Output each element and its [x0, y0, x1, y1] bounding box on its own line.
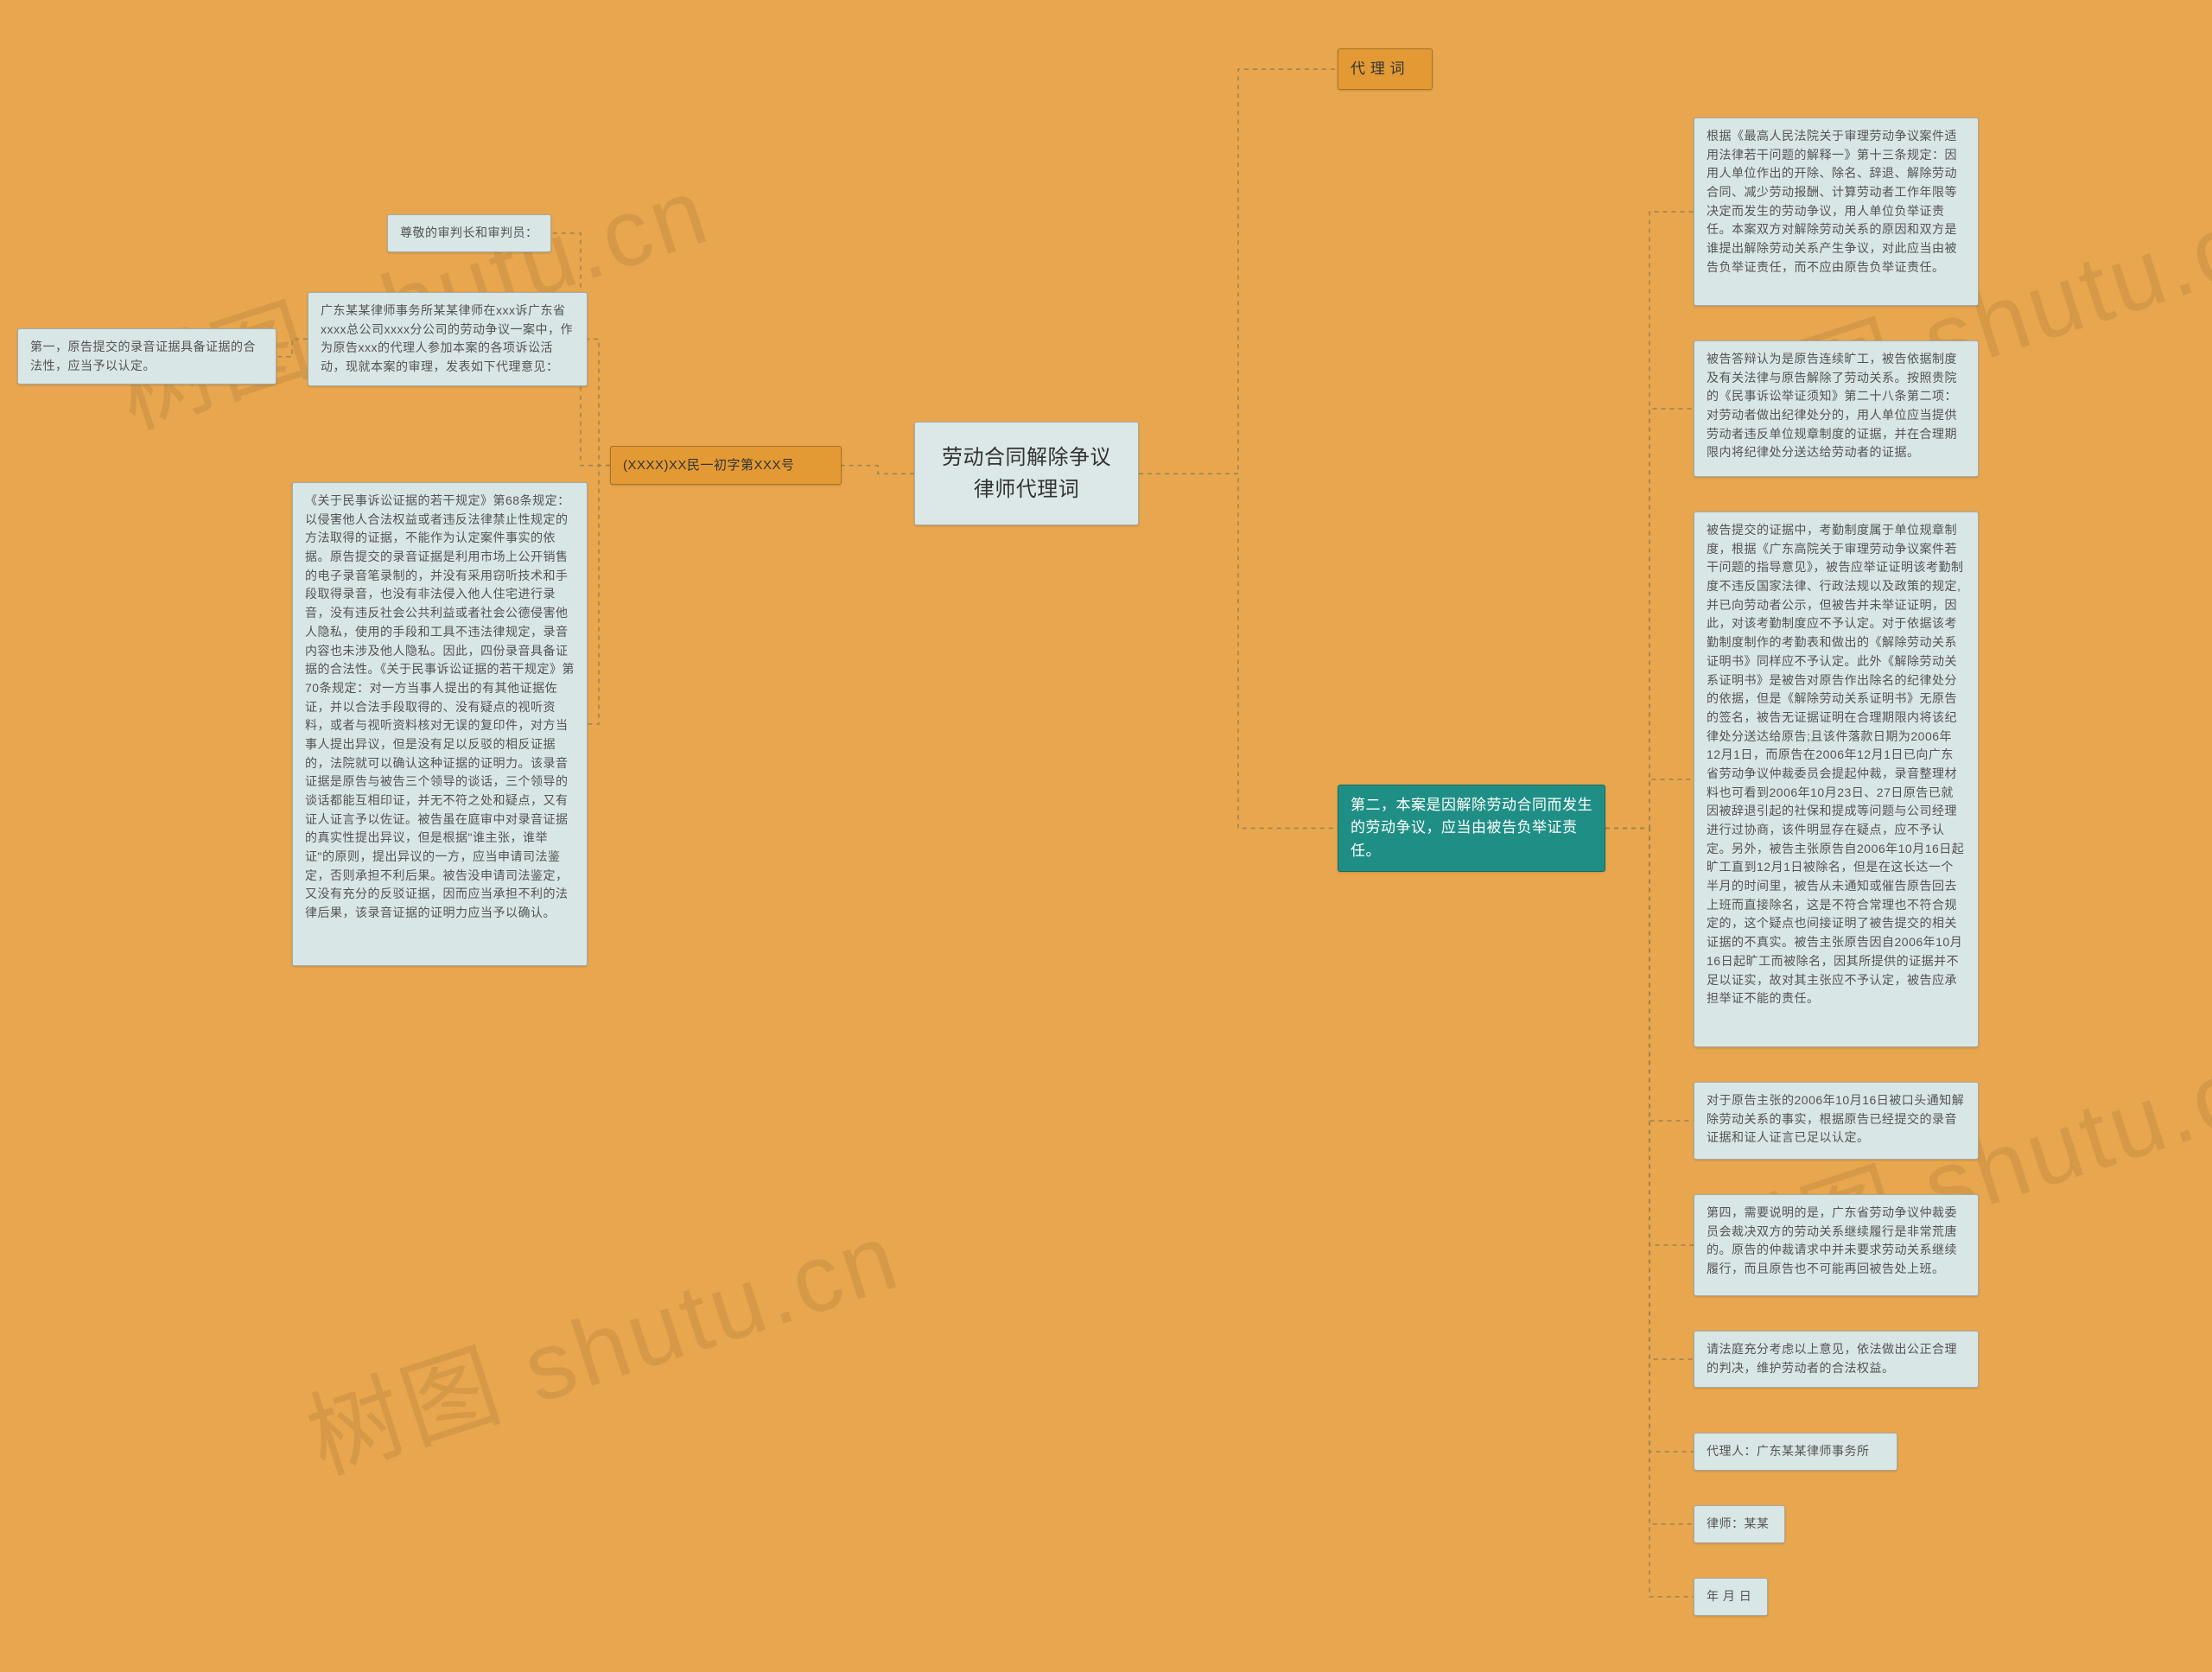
connector [276, 339, 308, 356]
node-right-2[interactable]: 被告答辩认为是原告连续旷工，被告依据制度及有关法律与原告解除了劳动关系。按照贵院… [1694, 340, 1979, 477]
node-right-3[interactable]: 被告提交的证据中，考勤制度属于单位规章制度，根据《广东高院关于审理劳动争议案件若… [1694, 512, 1979, 1047]
node-right-5[interactable]: 第四，需要说明的是，广东省劳动争议仲裁委员会裁决双方的劳动关系继续履行是非常荒唐… [1694, 1194, 1979, 1296]
connector [588, 466, 610, 724]
branch-case-number[interactable]: (XXXX)XX民一初字第XXX号 [610, 446, 842, 485]
connector [1139, 69, 1338, 474]
node-lawyer-name[interactable]: 律师：某某 [1694, 1505, 1785, 1543]
connector [1605, 829, 1694, 1597]
node-point-2[interactable]: 第二，本案是因解除劳动合同而发生的劳动争议，应当由被告负举证责任。 [1338, 785, 1605, 872]
branch-agent-statement[interactable]: 代 理 词 [1338, 48, 1433, 90]
node-right-4[interactable]: 对于原告主张的2006年10月16日被口头通知解除劳动关系的事实，根据原告已经提… [1694, 1082, 1979, 1160]
node-right-6[interactable]: 请法庭充分考虑以上意见，依法做出公正合理的判决，维护劳动者的合法权益。 [1694, 1331, 1979, 1388]
node-judge-salutation[interactable]: 尊敬的审判长和审判员： [387, 214, 551, 252]
connector [1605, 212, 1694, 829]
connector [1139, 474, 1338, 828]
node-date[interactable]: 年 月 日 [1694, 1578, 1768, 1616]
node-point-1[interactable]: 第一，原告提交的录音证据具备证据的合法性，应当予以认定。 [17, 328, 276, 385]
root-node[interactable]: 劳动合同解除争议律师代理词 [914, 422, 1139, 525]
node-evidence-rules[interactable]: 《关于民事诉讼证据的若干规定》第68条规定：以侵害他人合法权益或者违反法律禁止性… [292, 482, 588, 966]
connector [588, 339, 610, 465]
node-lawfirm-intro[interactable]: 广东某某律师事务所某某律师在xxx诉广东省xxxx总公司xxxx分公司的劳动争议… [308, 292, 588, 386]
connector [842, 466, 914, 474]
connector [1605, 779, 1694, 829]
node-right-1[interactable]: 根据《最高人民法院关于审理劳动争议案件适用法律若干问题的解释一》第十三条规定：因… [1694, 118, 1979, 306]
connector [1605, 409, 1694, 829]
node-agent-signature[interactable]: 代理人：广东某某律师事务所 [1694, 1433, 1897, 1471]
